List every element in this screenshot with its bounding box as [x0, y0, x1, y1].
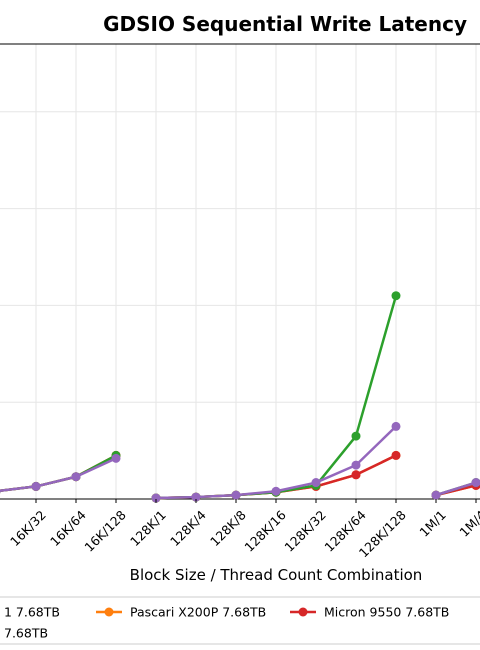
data-point: [191, 492, 201, 502]
legend-label: Micron 9550 7.68TB: [324, 605, 449, 620]
x-tick-label: 1M/1: [416, 507, 448, 539]
x-tick-labels: 16K/3216K/6416K/128128K/1128K/4128K/8128…: [7, 499, 480, 560]
legend-swatch-marker: [298, 607, 308, 617]
legend-item: Pascari X200P 7.68TB: [96, 605, 266, 620]
x-tick-label: 128K/32: [281, 507, 329, 555]
legend-item: 1 7.68TB: [4, 605, 60, 620]
data-point: [391, 421, 401, 431]
data-point: [31, 481, 41, 491]
legend-label: Pascari X200P 7.68TB: [130, 605, 266, 620]
x-tick-label: 16K/32: [7, 507, 49, 549]
data-point: [311, 478, 321, 488]
chart-title: GDSIO Sequential Write Latency: [103, 12, 467, 36]
x-tick-label: 1M/4: [456, 507, 480, 539]
data-point: [151, 493, 161, 503]
data-point: [71, 472, 81, 482]
legend-item: Micron 9550 7.68TB: [290, 605, 449, 620]
data-point: [391, 450, 401, 460]
x-tick-label: 16K/128: [81, 507, 129, 555]
x-tick-label: 128K/1: [127, 507, 169, 549]
data-point: [431, 490, 441, 500]
data-point: [471, 478, 480, 488]
axes: [0, 43, 480, 500]
data-point: [271, 486, 281, 496]
series-unnamed-3: [0, 421, 480, 503]
grid-lines: [0, 44, 480, 499]
data-point: [351, 470, 361, 480]
data-point: [111, 453, 121, 463]
data-point: [351, 431, 361, 441]
legend-label: 7.68TB: [4, 626, 48, 641]
legend-item: 7.68TB: [4, 626, 48, 641]
series-line: [0, 457, 117, 493]
series-line: [0, 454, 117, 493]
series-line: [0, 454, 117, 493]
series-layer: [0, 291, 480, 503]
series-line: [435, 481, 477, 497]
legend-frame: [0, 596, 480, 645]
legend-label: 1 7.68TB: [4, 605, 60, 620]
data-point: [391, 291, 401, 301]
x-tick-label: 128K/4: [167, 507, 209, 549]
data-point: [0, 489, 1, 494]
series-line: [0, 454, 117, 493]
legend-swatch-marker: [104, 607, 114, 617]
x-axis-label: Block Size / Thread Count Combination: [130, 566, 423, 584]
series-unnamed-2: [0, 291, 480, 503]
data-point: [231, 490, 241, 500]
data-point: [351, 460, 361, 470]
legend: 1 7.68TB Pascari X200P 7.68TB Micron 9550 …: [0, 596, 480, 645]
x-tick-label: 128K/16: [241, 507, 289, 555]
